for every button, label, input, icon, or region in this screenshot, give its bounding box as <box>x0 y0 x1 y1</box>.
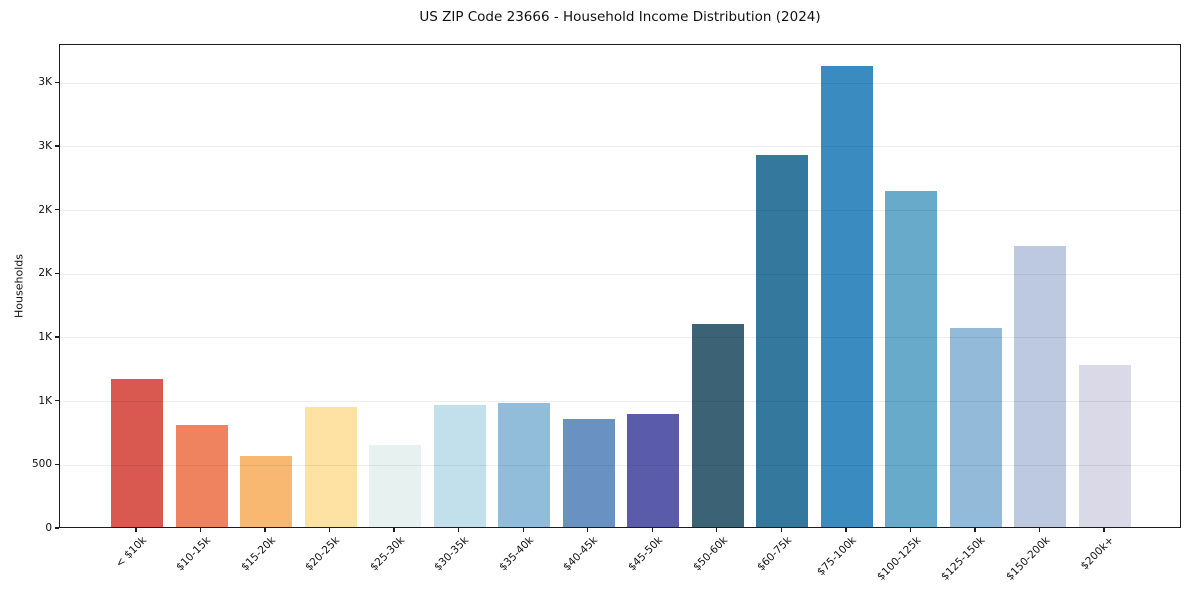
gridline <box>60 82 1180 84</box>
bar <box>304 406 357 527</box>
bar <box>369 445 422 527</box>
x-tick-mark <box>328 528 331 532</box>
x-tick-mark <box>199 528 202 532</box>
x-tick-label: $75-100k <box>814 534 859 579</box>
x-tick-label: $25-30k <box>367 534 407 574</box>
x-tick-mark <box>651 528 653 532</box>
y-tick-mark <box>55 272 59 274</box>
x-tick-mark <box>909 528 912 532</box>
y-tick-mark <box>55 463 59 465</box>
x-tick-label: $10-15k <box>174 534 214 574</box>
gridline <box>60 273 1180 275</box>
x-tick-label: $45-50k <box>625 534 666 574</box>
y-tick-mark <box>55 208 59 211</box>
x-tick-label: $125-150k <box>939 534 988 583</box>
x-tick-label: $60-75k <box>755 534 795 574</box>
x-tick-mark <box>522 528 524 532</box>
bar <box>627 413 680 527</box>
y-tick-mark <box>55 527 59 529</box>
gridline <box>60 146 1180 148</box>
y-tick-label: 3K <box>38 76 52 89</box>
x-tick-label: < $10k <box>113 534 149 570</box>
x-tick-mark <box>135 528 137 532</box>
y-tick-label: 2K <box>38 267 52 280</box>
bar <box>562 418 615 527</box>
bar <box>240 455 293 527</box>
plot-area <box>59 44 1181 528</box>
x-tick-label: $30-35k <box>432 534 472 574</box>
y-tick-label: 1K <box>38 394 52 407</box>
x-tick-mark <box>393 528 395 532</box>
y-tick-label: 0 <box>45 522 52 534</box>
x-tick-label: $100-125k <box>874 534 924 583</box>
x-tick-mark <box>458 528 460 532</box>
chart-title: US ZIP Code 23666 - Household Income Dis… <box>419 9 821 25</box>
x-tick-mark <box>587 528 589 532</box>
y-tick-mark <box>55 336 59 338</box>
gridline <box>60 210 1180 212</box>
x-tick-mark <box>780 528 782 532</box>
gridline <box>60 464 1180 466</box>
bar <box>1078 364 1131 527</box>
bar <box>111 379 163 527</box>
x-tick-mark <box>264 528 266 532</box>
y-tick-mark <box>55 399 59 402</box>
bar <box>433 404 486 527</box>
y-axis-label: Households <box>12 254 26 318</box>
x-tick-mark <box>974 528 976 532</box>
bar <box>820 65 873 527</box>
x-tick-label: $200k+ <box>1078 534 1117 573</box>
bar <box>1014 245 1067 527</box>
y-tick-label: 2K <box>38 203 52 216</box>
x-tick-mark <box>845 528 847 532</box>
bar <box>885 190 938 527</box>
bar <box>756 155 809 527</box>
bar <box>498 403 551 527</box>
x-tick-mark <box>1038 528 1041 532</box>
bar <box>691 324 744 527</box>
x-tick-label: $50-60k <box>690 534 730 574</box>
y-tick-label: 3K <box>38 139 52 152</box>
x-tick-label: $15-20k <box>238 534 278 574</box>
y-tick-label: 1K <box>38 330 52 343</box>
x-tick-label: $35-40k <box>496 534 536 574</box>
bar <box>175 425 228 527</box>
x-tick-mark <box>716 528 718 532</box>
x-tick-label: $40-45k <box>561 534 601 574</box>
x-tick-label: $20-25k <box>303 534 343 574</box>
y-tick-mark <box>55 81 59 83</box>
gridline <box>60 337 1180 339</box>
y-tick-label: 500 <box>31 458 52 471</box>
y-tick-mark <box>55 145 59 147</box>
bar <box>949 327 1002 527</box>
gridline <box>60 401 1180 403</box>
x-tick-mark <box>1103 528 1105 532</box>
x-tick-label: $150-200k <box>1003 534 1053 583</box>
